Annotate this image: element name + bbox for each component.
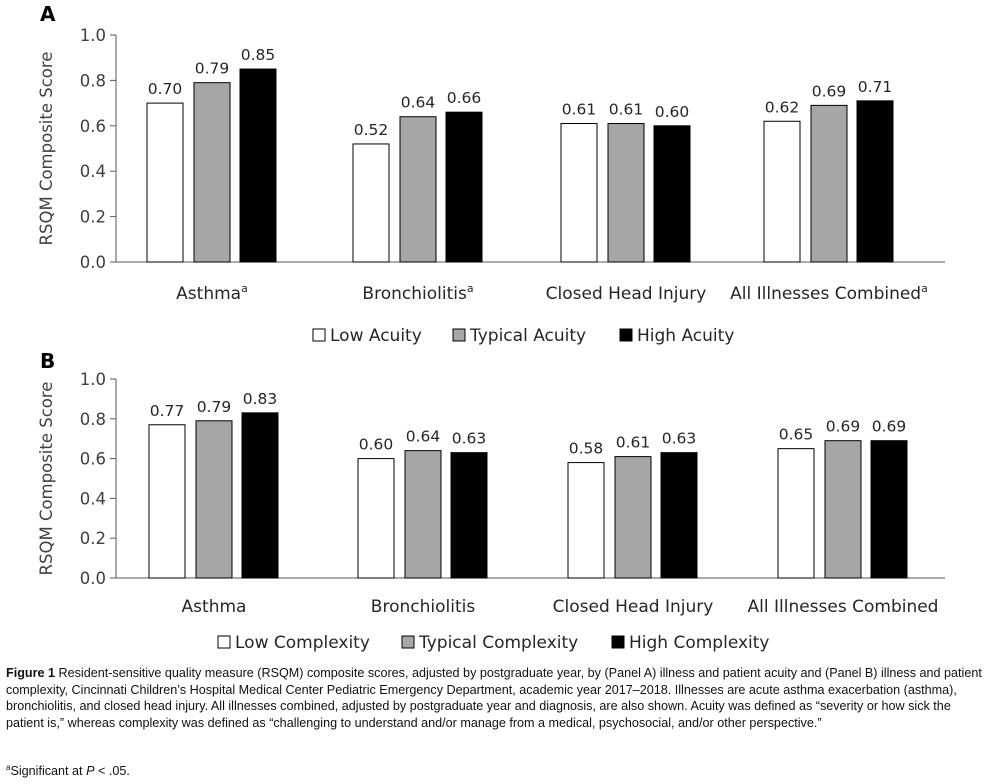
data-label: 0.64 — [401, 94, 436, 112]
y-tick-label: 0.2 — [80, 529, 106, 548]
bar — [614, 456, 652, 579]
footnote-mark: a — [6, 763, 11, 772]
panel-b-chart: B 0.0 0.2 0.4 0.6 0.8 1.0 RSQM Composite Score 0… — [37, 349, 945, 653]
data-label: 0.65 — [779, 426, 814, 444]
category-label: Asthma — [182, 597, 247, 617]
y-tick-label: 0.4 — [80, 489, 106, 508]
y-tick-label: 0.0 — [80, 569, 106, 588]
bar — [239, 68, 277, 263]
data-label: 0.60 — [655, 103, 690, 121]
legend-swatch — [619, 328, 633, 342]
footnote-tail: < .05. — [94, 764, 130, 779]
legend-label: Low Complexity — [235, 633, 370, 653]
data-label: 0.70 — [148, 80, 183, 98]
bar — [824, 440, 862, 579]
data-label: 0.69 — [872, 418, 907, 436]
data-label: 0.61 — [616, 434, 651, 452]
bar — [352, 143, 390, 263]
bar — [567, 462, 605, 579]
figure-caption: Figure 1 Resident-sensitive quality meas… — [6, 665, 982, 731]
category-label: All Illnesses Combineda — [730, 282, 928, 304]
data-label: 0.79 — [197, 398, 232, 416]
y-tick-label: 0.0 — [80, 253, 106, 272]
legend-swatch — [452, 328, 466, 342]
legend-label: High Acuity — [637, 326, 734, 346]
bar — [560, 123, 598, 263]
data-label: 0.61 — [609, 101, 644, 119]
category-label: All Illnesses Combined — [748, 597, 939, 617]
bar — [357, 458, 395, 579]
legend-label: Typical Acuity — [469, 326, 586, 346]
y-axis-title: RSQM Composite Score — [37, 52, 56, 246]
y-tick-label: 1.0 — [80, 370, 106, 389]
bar — [856, 100, 894, 263]
data-label: 0.69 — [826, 418, 861, 436]
data-label: 0.83 — [243, 390, 278, 408]
legend-label: Low Acuity — [330, 326, 422, 346]
y-tick-label: 0.2 — [80, 208, 106, 227]
category-label: Bronchiolitisa — [362, 282, 473, 304]
legend-label: High Complexity — [629, 633, 770, 653]
data-label: 0.63 — [452, 430, 487, 448]
y-tick-label: 0.8 — [80, 71, 106, 90]
bar — [404, 450, 442, 579]
y-tick-label: 0.6 — [80, 117, 106, 136]
legend-swatch — [611, 635, 625, 649]
category-label: Closed Head Injury — [546, 284, 707, 304]
data-label: 0.63 — [662, 430, 697, 448]
data-label: 0.52 — [354, 121, 389, 139]
footnote-text: Significant at — [10, 764, 87, 779]
data-label: 0.58 — [569, 440, 604, 458]
data-label: 0.71 — [858, 78, 893, 96]
data-label: 0.85 — [241, 46, 276, 64]
legend-swatch — [401, 635, 415, 649]
bar — [146, 102, 184, 263]
legend-label: Typical Complexity — [418, 633, 578, 653]
data-label: 0.77 — [150, 402, 185, 420]
y-tick-label: 0.6 — [80, 450, 106, 469]
bar — [763, 120, 801, 263]
bar — [445, 111, 483, 263]
data-label: 0.61 — [562, 101, 597, 119]
y-tick-label: 0.4 — [80, 162, 106, 181]
bar — [607, 123, 645, 263]
y-tick-label: 1.0 — [80, 26, 106, 45]
legend-swatch — [217, 635, 231, 649]
legend-swatch — [312, 328, 326, 342]
bar — [399, 116, 437, 263]
y-axis-title: RSQM Composite Score — [37, 382, 56, 576]
data-label: 0.79 — [195, 60, 230, 78]
data-label: 0.64 — [406, 428, 441, 446]
y-tick-label: 0.8 — [80, 410, 106, 429]
caption-text: Resident-sensitive quality measure (RSQM… — [6, 666, 982, 730]
data-label: 0.69 — [812, 82, 847, 100]
data-label: 0.60 — [359, 436, 394, 454]
footnote: aSignificant at P < .05. — [6, 763, 130, 778]
bar — [777, 448, 815, 579]
bar — [195, 420, 233, 579]
panel-label: A — [40, 2, 56, 26]
bar — [660, 452, 698, 579]
bar — [241, 412, 279, 579]
caption-label: Figure 1 — [6, 666, 55, 680]
bar — [450, 452, 488, 579]
panel-a-chart: A 0.0 0.2 0.4 0.6 0.8 1.0 RSQM Composite Score 0… — [37, 2, 945, 346]
category-label: Asthmaa — [176, 282, 248, 304]
bar — [148, 424, 186, 579]
figure-chart: A 0.0 0.2 0.4 0.6 0.8 1.0 RSQM Composite Score 0… — [37, 2, 945, 653]
bar — [870, 440, 908, 579]
bar — [810, 104, 848, 263]
data-label: 0.62 — [765, 98, 800, 116]
bar — [193, 82, 231, 263]
data-label: 0.66 — [447, 89, 482, 107]
category-label: Closed Head Injury — [553, 597, 714, 617]
bar — [653, 125, 691, 263]
category-label: Bronchiolitis — [371, 597, 476, 617]
footnote-p: P — [86, 764, 95, 779]
panel-label: B — [40, 349, 55, 373]
